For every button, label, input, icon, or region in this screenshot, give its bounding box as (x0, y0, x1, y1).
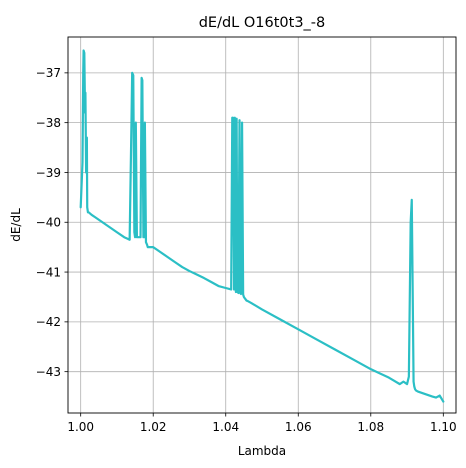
plot-area (79, 49, 445, 403)
x-tick-label: 1.06 (285, 420, 312, 434)
x-tick-label: 1.02 (140, 420, 167, 434)
y-tick-label: −42 (36, 315, 61, 329)
y-tick-label: −39 (36, 166, 61, 180)
y-axis-label: dE/dL (9, 208, 23, 242)
y-tick-label: −38 (36, 116, 61, 130)
ticks: 1.00 1.02 1.04 1.06 1.08 1.10 −37 −38 −39 −40 −41 −… (36, 66, 457, 434)
x-tick-label: 1.00 (67, 420, 94, 434)
y-tick-label: −40 (36, 216, 61, 230)
series-line (79, 49, 445, 403)
x-tick-label: 1.10 (430, 420, 457, 434)
y-tick-label: −41 (36, 265, 61, 279)
chart-title: dE/dL O16t0t3_-8 (199, 15, 326, 31)
x-tick-label: 1.08 (357, 420, 384, 434)
y-tick-label: −43 (36, 365, 61, 379)
axes-frame (67, 36, 457, 414)
x-axis-label: Lambda (238, 444, 286, 458)
y-tick-label: −37 (36, 66, 61, 80)
x-tick-label: 1.04 (212, 420, 239, 434)
